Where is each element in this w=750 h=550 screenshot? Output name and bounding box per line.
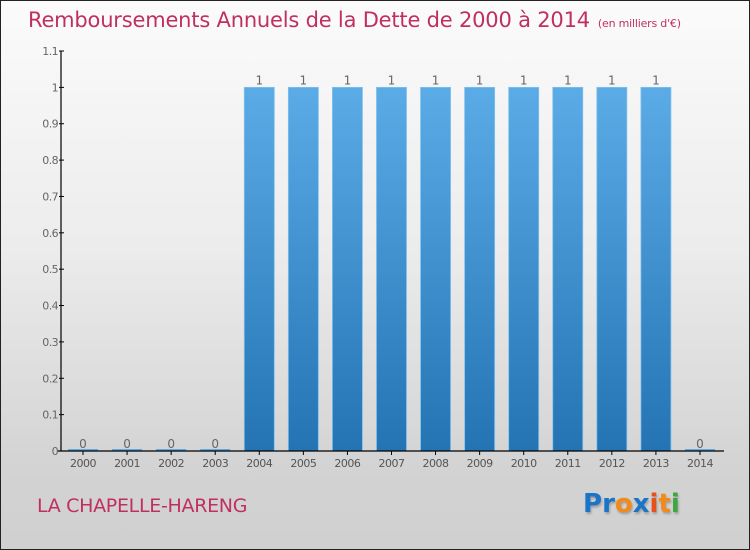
x-tick-label-2004: 2004	[246, 457, 272, 470]
data-label-2005: 1	[300, 73, 308, 87]
bar-2000	[68, 449, 98, 451]
data-label-2014: 0	[696, 437, 704, 451]
y-tick-label: 0.3	[42, 336, 58, 349]
y-tick-label: 0.2	[42, 372, 58, 385]
chart-title-text: Remboursements Annuels de la Dette de 20…	[28, 8, 590, 32]
logo-letter: P	[583, 489, 603, 519]
x-tick-label-2002: 2002	[158, 457, 184, 470]
data-label-2007: 1	[388, 73, 396, 87]
chart-title: Remboursements Annuels de la Dette de 20…	[28, 8, 681, 32]
data-label-2009: 1	[476, 73, 484, 87]
y-tick-label: 0	[52, 445, 59, 458]
x-tick-label-2007: 2007	[378, 457, 404, 470]
y-tick-label: 0.1	[42, 409, 58, 422]
x-tick-label-2010: 2010	[511, 457, 537, 470]
y-tick-label: 0.4	[42, 300, 58, 313]
data-label-2013: 1	[652, 73, 660, 87]
logo-letter: t	[658, 489, 671, 519]
data-label-2006: 1	[344, 73, 352, 87]
logo-letter: x	[632, 489, 650, 519]
bar-2013	[640, 86, 672, 452]
y-tick-label: 0.5	[42, 263, 58, 276]
bar-2012	[596, 86, 628, 452]
data-label-2002: 0	[167, 437, 175, 451]
logo-letter: o	[614, 489, 633, 519]
chart-unit: (en milliers d'€)	[597, 17, 681, 30]
x-tick-label-2012: 2012	[599, 457, 625, 470]
bar-2004	[243, 86, 275, 452]
bar-2007	[376, 86, 407, 452]
x-tick-label-2008: 2008	[423, 457, 449, 470]
logo-letter: i	[670, 489, 680, 519]
bar-chart: 0 2000 0 2001 0 2002 0 2003 1 2004 1 2005 1 2006 1 2007…	[42, 45, 724, 470]
bar-2005	[287, 86, 319, 452]
y-tick-label: 1	[52, 81, 58, 94]
x-tick-label-2001: 2001	[114, 457, 140, 470]
y-tick-label: 1.1	[42, 45, 58, 58]
logo-letter: r	[602, 489, 615, 519]
x-tick-label-2011: 2011	[555, 457, 581, 470]
data-label-2004: 1	[255, 73, 263, 87]
bar-2001	[112, 449, 143, 451]
x-tick-label-2013: 2013	[643, 457, 669, 470]
x-tick-label-2009: 2009	[467, 457, 493, 470]
data-label-2008: 1	[432, 73, 440, 87]
data-label-2010: 1	[520, 73, 528, 87]
logo-letter: i	[649, 489, 659, 519]
commune-name: LA CHAPELLE-HARENG	[37, 495, 248, 517]
y-tick-label: 0.8	[42, 154, 58, 167]
bar-2008	[420, 86, 451, 452]
y-tick-label: 0.6	[42, 227, 58, 240]
bar-2010	[508, 86, 540, 452]
bar-2006	[332, 86, 363, 452]
y-tick-label: 0.7	[42, 190, 58, 203]
bar-2011	[552, 86, 584, 452]
data-label-2012: 1	[608, 73, 616, 87]
bar-2014	[684, 449, 715, 451]
bar-2009	[464, 86, 496, 452]
x-tick-label-2003: 2003	[202, 457, 228, 470]
y-tick-label: 0.9	[42, 118, 58, 131]
data-label-2001: 0	[123, 437, 131, 451]
x-tick-label-2014: 2014	[687, 457, 713, 470]
x-tick-label-2006: 2006	[334, 457, 360, 470]
data-label-2003: 0	[211, 437, 219, 451]
x-tick-label-2000: 2000	[70, 457, 96, 470]
data-label-2000: 0	[79, 437, 87, 451]
data-label-2011: 1	[564, 73, 572, 87]
proxiti-logo[interactable]: Proxiti	[583, 489, 680, 519]
bar-2002	[156, 449, 187, 451]
bar-2003	[200, 449, 231, 451]
x-tick-label-2005: 2005	[290, 457, 316, 470]
